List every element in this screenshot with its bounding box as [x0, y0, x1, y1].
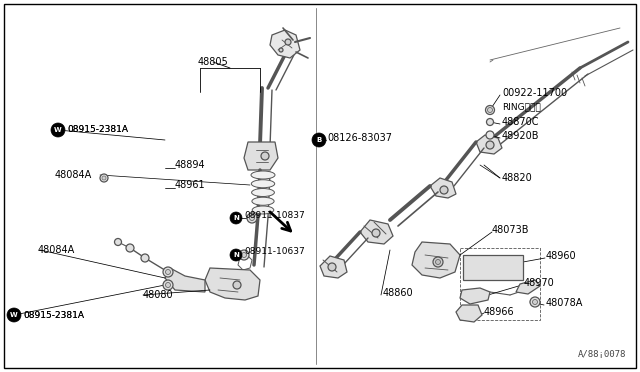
- Text: RINGリング: RINGリング: [502, 103, 541, 112]
- Circle shape: [115, 238, 122, 246]
- Bar: [460, 248, 540, 320]
- Circle shape: [166, 269, 170, 275]
- Text: 08911-10637: 08911-10637: [244, 247, 305, 257]
- Circle shape: [233, 281, 241, 289]
- Circle shape: [230, 212, 242, 224]
- Circle shape: [163, 280, 173, 290]
- Text: 08915-2381A: 08915-2381A: [67, 125, 128, 135]
- Text: 48870C: 48870C: [502, 117, 540, 127]
- Circle shape: [241, 253, 246, 257]
- Circle shape: [261, 152, 269, 160]
- Text: 48894: 48894: [175, 160, 205, 170]
- Text: 08915-2381A: 08915-2381A: [23, 311, 84, 320]
- Polygon shape: [205, 268, 260, 300]
- Text: 48078A: 48078A: [546, 298, 584, 308]
- Circle shape: [435, 260, 440, 264]
- Circle shape: [486, 119, 493, 125]
- Circle shape: [100, 174, 108, 182]
- Polygon shape: [516, 280, 540, 294]
- Text: 48805: 48805: [198, 57, 228, 67]
- Text: 48073B: 48073B: [492, 225, 529, 235]
- Polygon shape: [456, 305, 482, 322]
- Polygon shape: [320, 256, 347, 278]
- Polygon shape: [244, 142, 278, 170]
- Text: 48966: 48966: [484, 307, 515, 317]
- Circle shape: [486, 106, 495, 115]
- Text: 48860: 48860: [383, 288, 413, 298]
- Text: 48084A: 48084A: [38, 245, 76, 255]
- Circle shape: [166, 282, 170, 288]
- Circle shape: [486, 131, 494, 139]
- Circle shape: [328, 263, 336, 271]
- Circle shape: [239, 250, 249, 260]
- Circle shape: [530, 297, 540, 307]
- Circle shape: [372, 229, 380, 237]
- Polygon shape: [270, 30, 300, 58]
- Circle shape: [312, 133, 326, 147]
- Circle shape: [285, 39, 291, 45]
- Circle shape: [230, 249, 242, 261]
- Circle shape: [250, 215, 255, 221]
- Circle shape: [279, 48, 283, 52]
- Polygon shape: [476, 135, 502, 154]
- Circle shape: [51, 123, 65, 137]
- Ellipse shape: [252, 189, 275, 196]
- Circle shape: [7, 308, 21, 322]
- Text: 48820: 48820: [502, 173, 532, 183]
- Circle shape: [433, 257, 443, 267]
- Circle shape: [247, 213, 257, 223]
- Text: 48920B: 48920B: [502, 131, 540, 141]
- Polygon shape: [165, 268, 205, 292]
- Circle shape: [163, 267, 173, 277]
- Text: A/88¡0078: A/88¡0078: [578, 350, 626, 359]
- Text: N: N: [233, 252, 239, 258]
- Text: 48080: 48080: [143, 290, 173, 300]
- Ellipse shape: [252, 206, 274, 214]
- Text: W: W: [10, 312, 18, 318]
- Text: 48960: 48960: [546, 251, 577, 261]
- Circle shape: [486, 141, 494, 149]
- Circle shape: [488, 108, 493, 112]
- Ellipse shape: [252, 180, 275, 188]
- Ellipse shape: [251, 171, 275, 179]
- Polygon shape: [360, 220, 393, 244]
- Circle shape: [102, 176, 106, 180]
- Text: 48084A: 48084A: [55, 170, 92, 180]
- Circle shape: [440, 186, 448, 194]
- Text: N: N: [233, 215, 239, 221]
- Circle shape: [126, 244, 134, 252]
- Text: 08911-10837: 08911-10837: [244, 211, 305, 219]
- Text: B: B: [316, 137, 322, 143]
- Bar: [463, 255, 523, 280]
- Ellipse shape: [252, 197, 274, 205]
- Text: 08915-2381A: 08915-2381A: [23, 311, 84, 320]
- Polygon shape: [412, 242, 460, 278]
- Circle shape: [141, 254, 149, 262]
- Circle shape: [532, 299, 538, 305]
- Polygon shape: [460, 288, 490, 304]
- Text: 48970: 48970: [524, 278, 555, 288]
- Text: 00922-11700: 00922-11700: [502, 88, 567, 98]
- Text: 48961: 48961: [175, 180, 205, 190]
- Text: W: W: [54, 127, 62, 133]
- Text: 08915-2381A: 08915-2381A: [67, 125, 128, 135]
- Polygon shape: [430, 178, 456, 198]
- Text: 08126-83037: 08126-83037: [327, 133, 392, 143]
